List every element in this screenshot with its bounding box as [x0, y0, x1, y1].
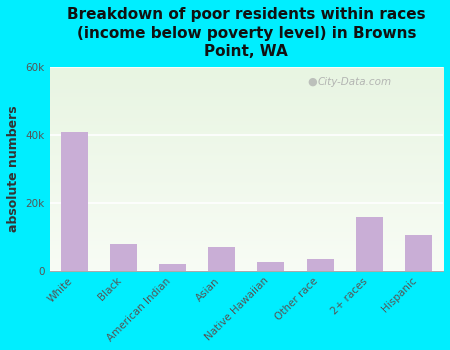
Title: Breakdown of poor residents within races
(income below poverty level) in Browns
: Breakdown of poor residents within races…: [67, 7, 426, 59]
Bar: [356, 217, 383, 271]
Bar: [159, 264, 186, 271]
Text: ●: ●: [307, 76, 317, 86]
Y-axis label: absolute numbers: absolute numbers: [7, 106, 20, 232]
Bar: [61, 132, 88, 271]
Bar: [306, 259, 333, 271]
Bar: [208, 247, 235, 271]
Bar: [405, 235, 432, 271]
Bar: [257, 262, 284, 271]
Text: City-Data.com: City-Data.com: [317, 77, 392, 88]
Bar: [110, 244, 137, 271]
